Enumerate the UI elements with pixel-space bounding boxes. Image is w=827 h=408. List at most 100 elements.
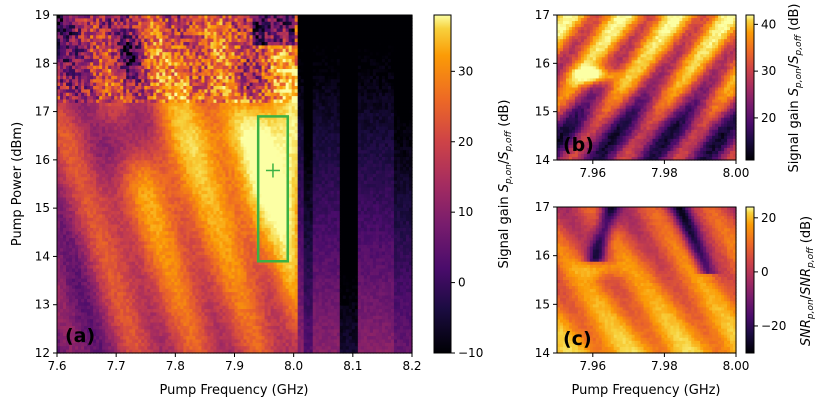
heatmap-cell-a — [84, 156, 88, 161]
heatmap-cell-a — [231, 140, 236, 145]
heatmap-cell-a — [114, 45, 118, 50]
heatmap-cell-a — [105, 116, 109, 121]
heatmap-cell-a — [192, 45, 196, 50]
heatmap-cell-a — [339, 150, 344, 155]
heatmap-cell-a — [309, 123, 314, 128]
heatmap-cell-a — [381, 62, 386, 67]
heatmap-cell-a — [333, 106, 338, 111]
heatmap-cell-a — [186, 58, 190, 63]
heatmap-cell-a — [354, 116, 359, 121]
heatmap-cell-a — [144, 116, 148, 121]
heatmap-cell-a — [84, 79, 88, 84]
heatmap-cell-a — [333, 92, 338, 97]
heatmap-cell-a — [240, 96, 245, 101]
heatmap-cell-a — [138, 52, 142, 57]
heatmap-cell-a — [336, 72, 341, 77]
heatmap-cell-a — [297, 113, 302, 117]
heatmap-cell-a — [66, 18, 70, 23]
heatmap-cell-a — [291, 92, 296, 97]
heatmap-cell-a — [297, 96, 302, 101]
heatmap-cell-a — [216, 45, 221, 50]
heatmap-cell-a — [183, 18, 187, 23]
heatmap-cell-a — [201, 28, 206, 33]
heatmap-cell-a — [189, 113, 193, 117]
heatmap-cell-a — [291, 146, 296, 151]
heatmap-cell-a — [303, 153, 308, 158]
heatmap-cell-a — [147, 15, 151, 19]
heatmap-cell-a — [318, 82, 323, 87]
heatmap-cell-a — [102, 21, 106, 26]
heatmap-cell-a — [171, 45, 175, 50]
heatmap-cell-a — [312, 62, 317, 67]
heatmap-cell-a — [150, 72, 154, 77]
heatmap-cell-a — [78, 143, 82, 148]
heatmap-cell-a — [141, 150, 145, 155]
heatmap-cell-a — [279, 18, 284, 23]
heatmap-cell-a — [396, 48, 401, 53]
heatmap-cell-a — [327, 69, 332, 74]
heatmap-cell-a — [96, 15, 100, 19]
heatmap-cell-a — [132, 146, 136, 151]
heatmap-cell-a — [213, 79, 218, 84]
heatmap-cell-a — [390, 31, 395, 36]
heatmap-cell-a — [282, 82, 287, 87]
heatmap-cell-a — [210, 75, 215, 80]
heatmap-cell-a — [393, 79, 398, 84]
heatmap-cell-a — [114, 72, 118, 77]
heatmap-cell-a — [123, 156, 127, 161]
heatmap-cell-a — [138, 136, 142, 141]
heatmap-cell-a — [273, 99, 278, 104]
heatmap-cell-a — [405, 21, 410, 26]
heatmap-cell-a — [120, 79, 124, 84]
heatmap-cell-a — [108, 102, 112, 107]
heatmap-cell-a — [171, 113, 175, 117]
heatmap-cell-a — [174, 85, 178, 90]
heatmap-cell-a — [174, 99, 178, 104]
heatmap-cell-a — [90, 99, 94, 104]
heatmap-cell-a — [291, 69, 296, 74]
heatmap-cell-a — [258, 150, 263, 155]
heatmap-cell-a — [231, 146, 236, 151]
heatmap-cell-a — [297, 109, 302, 114]
heatmap-cell-a — [357, 102, 362, 107]
heatmap-cell-a — [216, 55, 221, 60]
heatmap-cell-a — [369, 31, 374, 36]
heatmap-cell-a — [360, 38, 365, 43]
heatmap-cell-a — [72, 72, 76, 77]
heatmap-cell-a — [72, 69, 76, 74]
heatmap-cell-a — [276, 143, 281, 148]
heatmap-cell-a — [381, 31, 386, 36]
heatmap-cell-a — [336, 75, 341, 80]
heatmap-cell-a — [243, 15, 248, 19]
heatmap-cell-a — [141, 123, 145, 128]
heatmap-cell-a — [270, 31, 275, 36]
heatmap-cell-a — [291, 65, 296, 70]
heatmap-cell-a — [165, 72, 169, 77]
heatmap-cell-a — [168, 140, 172, 145]
heatmap-cell-a — [276, 25, 281, 30]
heatmap-cell-a — [240, 72, 245, 77]
heatmap-cell-a — [339, 18, 344, 23]
heatmap-cell-a — [384, 136, 389, 141]
heatmap-cell-a — [348, 42, 353, 47]
heatmap-cell-a — [123, 69, 127, 74]
heatmap-cell-a — [327, 82, 332, 87]
heatmap-cell-a — [306, 42, 311, 47]
heatmap-cell-a — [381, 99, 386, 104]
heatmap-cell-a — [129, 35, 133, 40]
heatmap-cell-a — [147, 129, 151, 134]
heatmap-cell-a — [105, 89, 109, 94]
heatmap-cell-a — [252, 69, 257, 74]
heatmap-cell-a — [165, 150, 169, 155]
heatmap-cell-a — [321, 109, 326, 114]
heatmap-cell-a — [372, 133, 377, 138]
heatmap-cell-a — [213, 146, 218, 151]
heatmap-cell-a — [342, 58, 347, 63]
heatmap-cell-a — [120, 82, 124, 87]
heatmap-cell-a — [96, 48, 100, 53]
heatmap-cell-a — [369, 150, 374, 155]
heatmap-cell-a — [228, 146, 233, 151]
heatmap-cell-a — [276, 150, 281, 155]
heatmap-cell-a — [300, 28, 305, 33]
